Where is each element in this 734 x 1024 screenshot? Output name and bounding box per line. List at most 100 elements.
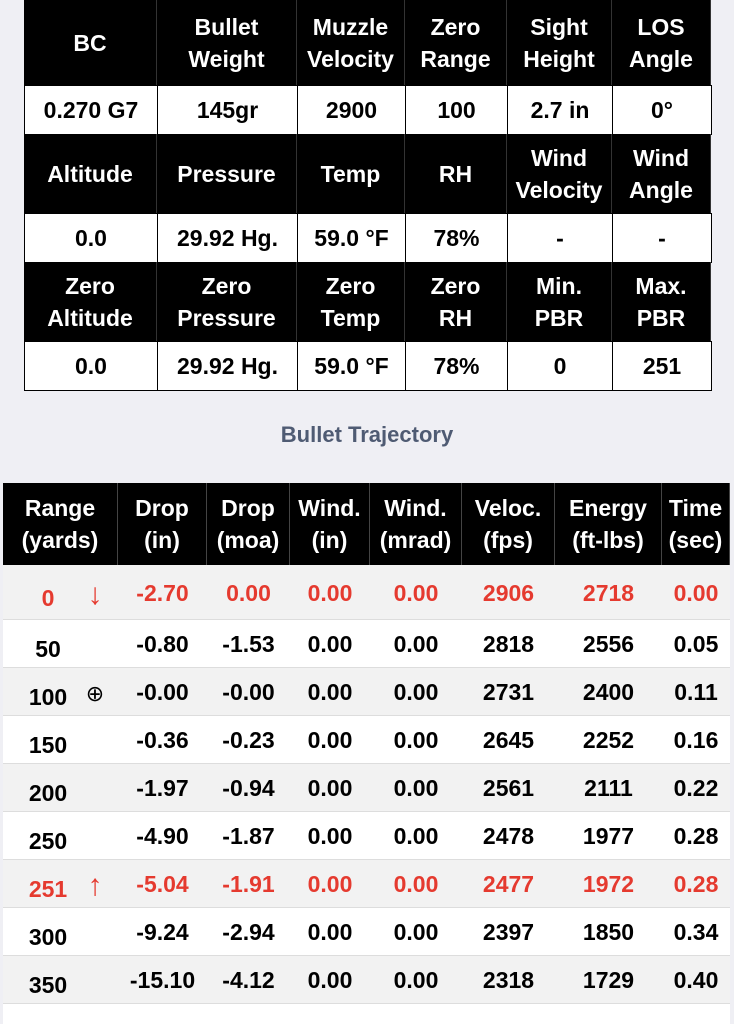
value-text: 78% bbox=[433, 225, 480, 251]
trajectory-cell: 1850 bbox=[555, 908, 662, 956]
trajectory-cell: 251 bbox=[3, 860, 93, 908]
summary-header: BC bbox=[24, 0, 157, 85]
value-text: 59.0 °F bbox=[314, 353, 389, 379]
trajectory-row bbox=[3, 860, 730, 908]
trajectory-cell: 0.22 bbox=[662, 764, 730, 812]
cell-text: 0.28 bbox=[673, 871, 719, 897]
trajectory-cell: -1.87 bbox=[207, 812, 290, 860]
cell-text: 2477 bbox=[482, 871, 535, 897]
trajectory-cell: 0.00 bbox=[290, 565, 370, 620]
trajectory-cell: 250 bbox=[3, 812, 93, 860]
value-text: 2.7 in bbox=[530, 97, 590, 123]
trajectory-cell: 2556 bbox=[555, 620, 662, 668]
trajectory-cell: 0.05 bbox=[662, 620, 730, 668]
summary-header: Bullet Weight bbox=[157, 0, 297, 85]
trajectory-cell: -1.91 bbox=[207, 860, 290, 908]
header-line: (in) bbox=[144, 527, 180, 553]
cell-text: -1.87 bbox=[222, 823, 275, 849]
trajectory-cell: 0.00 bbox=[662, 565, 730, 620]
trajectory-cell: 0.28 bbox=[662, 812, 730, 860]
header-line: Pressure bbox=[177, 304, 276, 331]
summary-value: - bbox=[612, 213, 712, 263]
summary-header: LOS Angle bbox=[612, 0, 711, 85]
cell-text: -2.70 bbox=[136, 579, 189, 606]
header-line: PBR bbox=[534, 304, 584, 331]
trajectory-cell: 1729 bbox=[555, 956, 662, 1004]
cell-text: 2718 bbox=[582, 579, 635, 606]
header-line: Range bbox=[420, 45, 491, 72]
header-line: (yards) bbox=[21, 527, 99, 553]
cell-text: 2400 bbox=[582, 679, 635, 705]
header-line: Velocity bbox=[515, 176, 603, 203]
summary-value: 145gr bbox=[157, 85, 298, 135]
section-title: Bullet Trajectory bbox=[280, 422, 454, 447]
value-text: 100 bbox=[437, 97, 476, 123]
header-line: Energy bbox=[569, 495, 647, 521]
marker-icon: ⊕ bbox=[85, 681, 105, 706]
summary-value: 78% bbox=[405, 341, 508, 391]
value-text: 0.270 G7 bbox=[43, 97, 139, 123]
trajectory-cell: 0.00 bbox=[290, 668, 370, 716]
trajectory-cell: 0.40 bbox=[662, 956, 730, 1004]
cell-text: 251 bbox=[28, 876, 68, 902]
trajectory-cell: -1.53 bbox=[207, 620, 290, 668]
cell-text: 0.00 bbox=[307, 631, 353, 657]
trajectory-cell: 0.00 bbox=[370, 908, 462, 956]
trajectory-header: Drop (moa) bbox=[207, 483, 290, 565]
trajectory-cell: 300 bbox=[3, 908, 93, 956]
value-text: 251 bbox=[642, 353, 682, 379]
trajectory-cell: 2397 bbox=[462, 908, 555, 956]
value-text: 59.0 °F bbox=[314, 225, 389, 251]
trajectory-cell: 2478 bbox=[462, 812, 555, 860]
trajectory-row bbox=[3, 565, 730, 620]
trajectory-cell: 2477 bbox=[462, 860, 555, 908]
summary-header: Muzzle Velocity bbox=[297, 0, 405, 85]
cell-text: 0.00 bbox=[393, 775, 439, 801]
trajectory-cell: -2.94 bbox=[207, 908, 290, 956]
summary-header: Pressure bbox=[157, 134, 297, 213]
cell-text: -0.94 bbox=[222, 775, 275, 801]
trajectory-cell: -0.94 bbox=[207, 764, 290, 812]
cell-text: -15.10 bbox=[129, 967, 196, 993]
trajectory-row bbox=[3, 716, 730, 764]
row-marker: ↓ bbox=[78, 565, 112, 620]
trajectory-row bbox=[3, 956, 730, 1004]
summary-header: Zero Temp bbox=[297, 262, 405, 341]
trajectory-cell: 0.00 bbox=[290, 908, 370, 956]
cell-text: 200 bbox=[28, 780, 68, 806]
cell-text: 2397 bbox=[482, 919, 535, 945]
header-line: Wind. bbox=[384, 495, 447, 521]
cell-text: 350 bbox=[28, 972, 68, 998]
cell-text: 0.00 bbox=[307, 871, 353, 897]
header-line: Zero bbox=[65, 272, 115, 299]
header-line: Altitude bbox=[47, 304, 133, 331]
cell-text: 50 bbox=[35, 636, 61, 662]
summary-value: 0.270 G7 bbox=[24, 85, 158, 135]
trajectory-header: Range (yards) bbox=[3, 483, 118, 565]
summary-value: 2900 bbox=[297, 85, 406, 135]
header-line: Wind bbox=[633, 144, 689, 171]
summary-header: Zero RH bbox=[405, 262, 507, 341]
cell-text: 2478 bbox=[482, 823, 535, 849]
trajectory-row bbox=[3, 1004, 730, 1024]
header-line: Pressure bbox=[177, 160, 276, 187]
header-line: (ft-lbs) bbox=[572, 527, 644, 553]
trajectory-cell: 0.16 bbox=[662, 716, 730, 764]
summary-value: 29.92 Hg. bbox=[157, 341, 298, 391]
trajectory-cell: 0.00 bbox=[290, 956, 370, 1004]
cell-text: -0.80 bbox=[136, 631, 189, 657]
trajectory-cell: 2718 bbox=[555, 565, 662, 620]
cell-text: 0.34 bbox=[673, 919, 719, 945]
cell-text: 2818 bbox=[482, 631, 535, 657]
header-line: Angle bbox=[629, 45, 693, 72]
summary-value: - bbox=[507, 213, 613, 263]
header-line: PBR bbox=[636, 304, 686, 331]
marker-icon: ↓ bbox=[87, 577, 103, 611]
row-marker: ⊕ bbox=[78, 668, 112, 716]
cell-text: 0.28 bbox=[673, 823, 719, 849]
value-text: 145gr bbox=[196, 97, 259, 123]
trajectory-row bbox=[3, 812, 730, 860]
summary-value: 0.0 bbox=[24, 213, 158, 263]
trajectory-header: Wind. (in) bbox=[290, 483, 370, 565]
header-line: RH bbox=[438, 160, 473, 187]
